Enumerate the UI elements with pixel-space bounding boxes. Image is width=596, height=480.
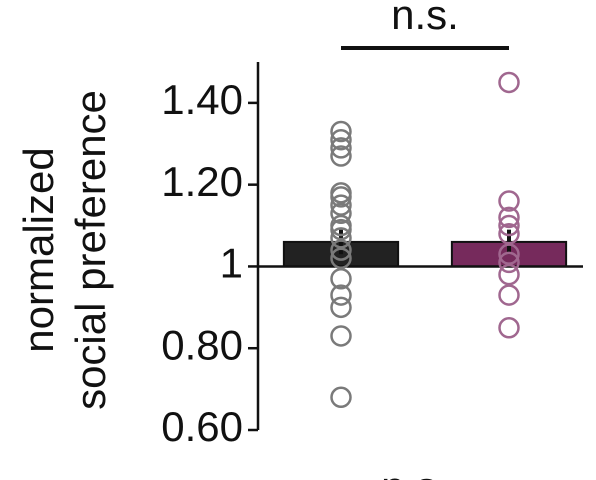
data-point bbox=[330, 239, 352, 261]
data-point bbox=[330, 386, 352, 409]
data-point bbox=[330, 202, 352, 225]
data-point bbox=[498, 263, 520, 286]
data-point bbox=[330, 137, 352, 159]
data-point bbox=[330, 247, 352, 270]
y-tick-label: 1 bbox=[220, 240, 243, 287]
data-point bbox=[330, 296, 352, 319]
data-point bbox=[330, 128, 352, 151]
data-point bbox=[330, 218, 352, 241]
data-point bbox=[498, 214, 520, 237]
significance-label: n.s. bbox=[381, 463, 449, 480]
significance-label: n.s. bbox=[391, 0, 459, 38]
data-point bbox=[498, 317, 520, 339]
data-point bbox=[330, 120, 352, 143]
data-point bbox=[330, 145, 352, 167]
y-tick-label: 1.40 bbox=[161, 76, 243, 123]
y-axis-label: normalized bbox=[15, 147, 62, 352]
data-point bbox=[498, 243, 520, 265]
data-point bbox=[498, 206, 520, 229]
data-point bbox=[498, 222, 520, 245]
y-axis-label: social preference bbox=[67, 90, 114, 410]
y-tick-label: 0.60 bbox=[161, 403, 243, 450]
data-point bbox=[330, 267, 352, 290]
data-point bbox=[498, 71, 520, 94]
data-point bbox=[498, 190, 520, 212]
data-point bbox=[330, 186, 352, 208]
data-point bbox=[498, 284, 520, 306]
data-point bbox=[330, 325, 352, 347]
data-point bbox=[330, 194, 352, 216]
data-point bbox=[498, 251, 520, 274]
data-point bbox=[330, 227, 352, 249]
y-tick-label: 0.80 bbox=[161, 321, 243, 368]
y-tick-label: 1.20 bbox=[161, 158, 243, 205]
data-point bbox=[330, 284, 352, 306]
